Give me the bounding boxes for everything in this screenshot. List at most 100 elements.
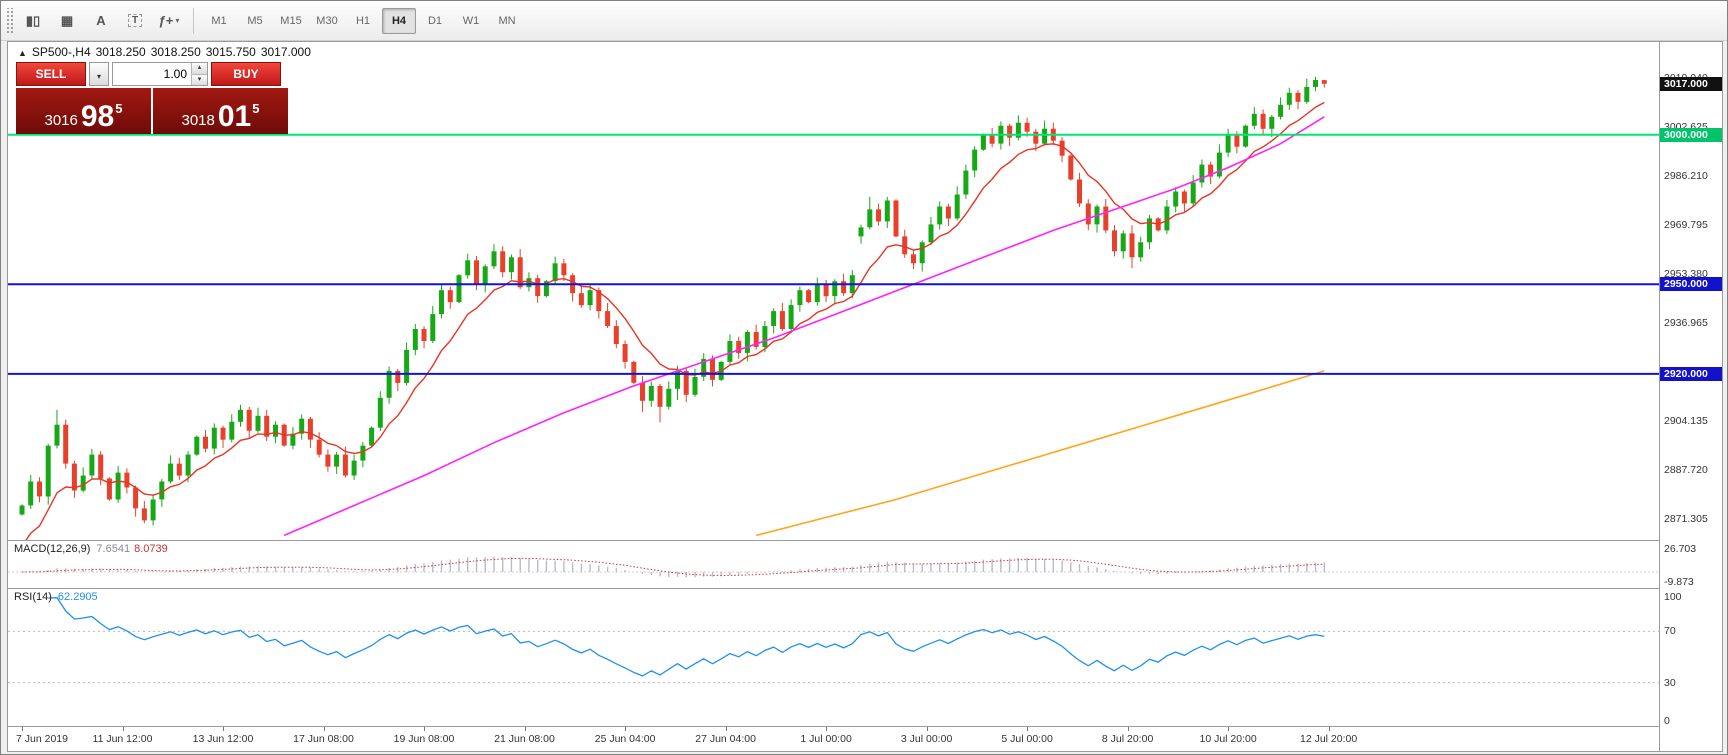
time-tick [926,727,928,731]
time-tick [625,727,627,731]
time-tick [424,727,425,731]
panel-separator [8,726,1722,727]
time-tick [223,727,224,731]
chevron-down-icon: ▾ [175,16,180,25]
price-axis-label: 2969.795 [1664,219,1708,231]
rsi-scale-label: 30 [1664,676,1676,689]
macd-chart[interactable] [8,541,1659,588]
time-axis-label: 25 Jun 04:00 [594,733,656,745]
time-tick [122,727,124,731]
price-axis-label: 2936.965 [1664,317,1708,330]
timeframe-m5[interactable]: M5 [247,14,263,27]
time-axis-label: 17 Jun 08:00 [293,733,354,745]
time-axis-label: 3 Jul 00:00 [900,733,953,745]
price-axis-label: 2887.720 [1664,464,1708,477]
time-tick [826,727,828,731]
timeframe-m1[interactable]: M1 [211,14,227,27]
time-axis-label: 12 Jul 20:00 [1299,733,1358,745]
text-label-button[interactable]: A [85,6,117,36]
timeframe-m15[interactable]: M15 [280,14,302,27]
time-axis-label: 1 Jul 00:00 [800,733,852,745]
indicators-button[interactable]: ƒ+ ▾ [153,6,185,36]
time-tick [22,727,23,731]
time-tick [1328,727,1330,731]
time-axis-label: 11 Jun 12:00 [92,733,153,745]
macd-label: MACD(12,26,9) 7.6541 8.0739 [14,543,168,555]
price-axis-label: 2871.305 [1664,513,1708,526]
grid-button[interactable]: ▦ [51,6,83,36]
quote-high: 3018.250 [150,45,201,59]
volume-input[interactable] [113,63,191,85]
text-box-icon: T [127,14,143,27]
chart-type-icon: ▮▯ [25,12,41,28]
sell-button[interactable]: SELL [16,62,86,86]
price-tag: 2920.000 [1660,366,1722,381]
indicators-icon: ƒ+ [158,13,174,28]
volume-decrease-button[interactable]: ▾ [191,74,207,85]
macd-scale-top: 26.703 [1664,543,1697,555]
timeframe-m30[interactable]: M30 [316,14,338,27]
toolbar-grip[interactable] [5,7,13,34]
timeframe-d1[interactable]: D1 [427,14,443,27]
quote-low: 3015.750 [205,45,256,59]
buy-button[interactable]: BUY [211,62,281,86]
chevron-down-icon: ▾ [96,71,101,81]
time-tick [1127,727,1129,731]
rsi-scale-label: 100 [1664,591,1682,603]
chart-frame: ▲ SP500-,H4 3018.250 3018.250 3015.750 3017.0… [7,41,1723,752]
sell-price[interactable]: 3016 98 5 [16,88,151,134]
macd-scale-bottom: -9.873 [1664,576,1694,588]
timeframe-mn[interactable]: MN [498,14,516,27]
timeframe-w1[interactable]: W1 [462,14,480,27]
timeframe-h1[interactable]: H1 [355,14,371,27]
panel-separator[interactable] [8,588,1722,589]
rsi-scale-label: 0 [1664,715,1670,727]
quote-open: 3018.250 [95,45,146,59]
tick-up-icon: ▲ [18,48,27,58]
volume-field: ▴ ▾ [112,62,208,86]
time-tick [1228,727,1230,731]
price-tag: 3000.000 [1660,127,1722,142]
volume-dropdown-button[interactable]: ▾ [89,62,109,86]
price-tag: 2950.000 [1660,277,1722,292]
price-tag: 3017.000 [1660,76,1722,91]
quote-symbol: SP500-,H4 [31,45,91,59]
grid-icon: ▦ [60,12,74,28]
quote-line: ▲ SP500-,H4 3018.250 3018.250 3015.750 3017.0… [18,45,316,59]
price-axis-label: 2986.210 [1664,169,1708,182]
time-axis-label: 7 Jun 2019 [16,733,68,745]
text-box-button[interactable]: T [119,6,151,36]
main-chart[interactable] [8,42,1659,540]
toolbar-separator [193,7,194,34]
time-tick [524,727,526,731]
timeframe-buttons: M1 M5 M15 M30 H1 H4 D1 W1 MN [202,7,524,34]
time-axis-label: 13 Jun 12:00 [192,733,254,745]
time-tick [1027,727,1029,731]
time-axis[interactable]: 7 Jun 2019 11 Jun 12:00 13 Jun 12:00 17 Jun… [8,727,1659,751]
time-axis-label: 21 Jun 08:00 [494,733,555,745]
rsi-label: RSI(14) 62.2905 [14,591,98,603]
timeframe-h4[interactable]: H4 [382,7,416,34]
price-axis-label: 2904.135 [1664,415,1708,428]
time-axis-label: 5 Jul 00:00 [1001,733,1053,745]
time-tick [323,727,325,731]
time-axis-label: 27 Jun 04:00 [695,733,756,745]
volume-increase-button[interactable]: ▴ [191,63,207,75]
buy-price[interactable]: 3018 01 5 [153,88,288,134]
price-axis[interactable]: 3019.0403002.6252986.2102969.7952953.380… [1659,42,1722,751]
time-axis-label: 19 Jun 08:00 [393,733,455,745]
quote-close: 3017.000 [260,45,311,59]
time-tick [725,727,727,731]
time-axis-label: 10 Jul 20:00 [1199,733,1257,745]
panel-separator[interactable] [8,540,1722,541]
chart-type-button[interactable]: ▮▯ [17,6,49,36]
rsi-scale-label: 70 [1664,625,1676,638]
price-axis-label: 2953.380 [1664,268,1708,281]
time-axis-label: 8 Jul 20:00 [1101,733,1154,745]
text-label-icon: A [96,13,106,28]
rsi-chart[interactable] [8,589,1659,726]
